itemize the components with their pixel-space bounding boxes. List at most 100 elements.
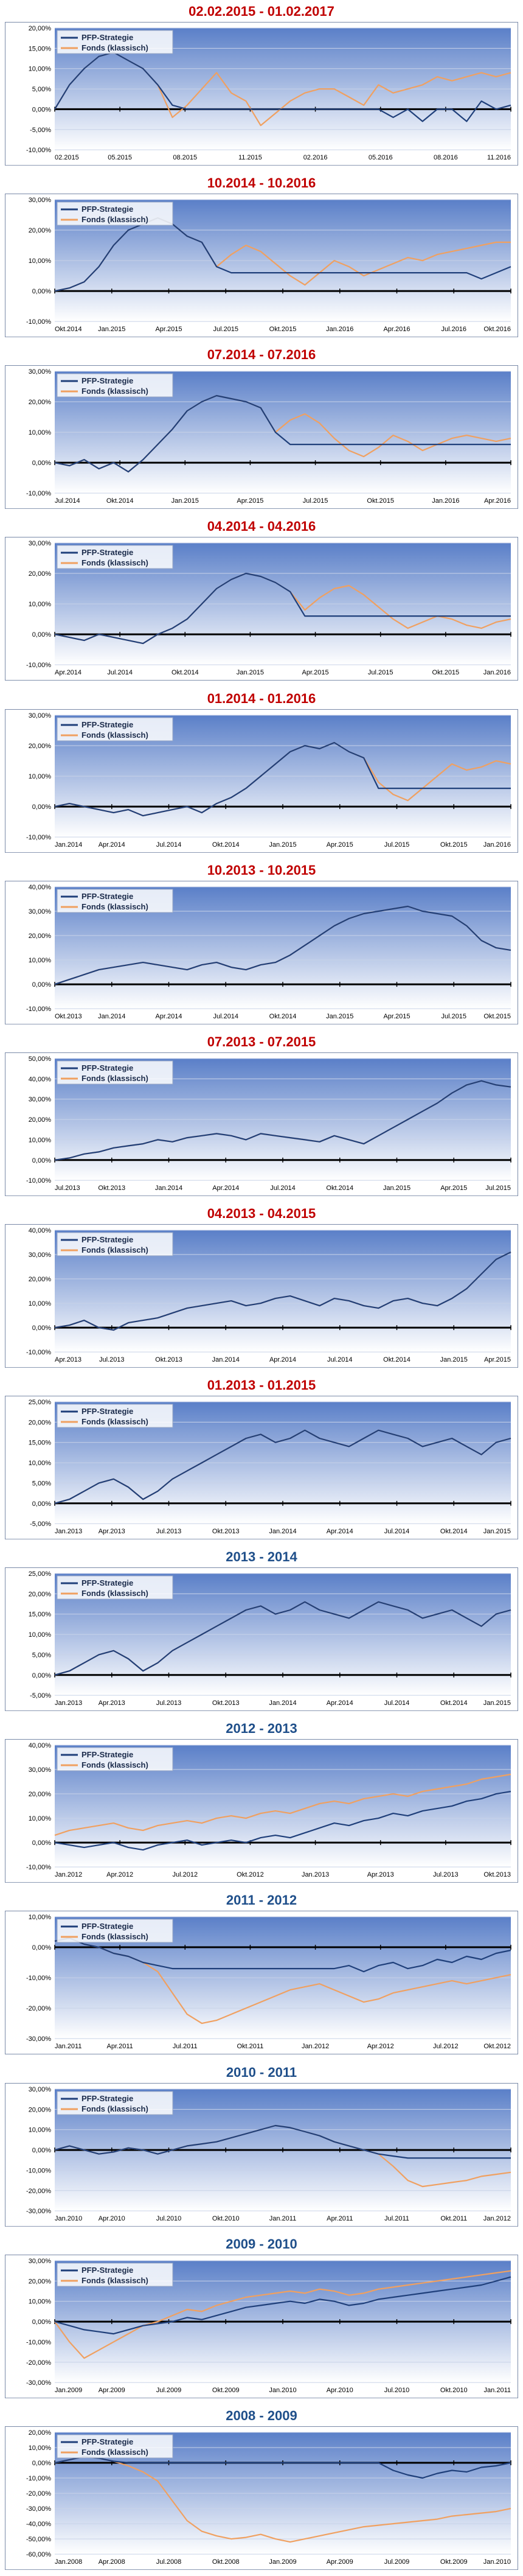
- x-tick-label: Okt.2015: [483, 1013, 511, 1020]
- y-tick-label: -10,00%: [26, 1349, 51, 1356]
- y-tick-label: 5,00%: [32, 1652, 51, 1659]
- x-tick-label: Okt.2014: [326, 1185, 353, 1192]
- legend-label: Fonds (klassisch): [81, 2276, 148, 2285]
- chart-panel: 01.2013 - 01.2015 25,00% 20,00% 15,00% 10,00…: [0, 1374, 523, 1545]
- legend-box: [57, 1060, 173, 1085]
- x-tick-label: Okt.2013: [212, 1699, 240, 1707]
- x-tick-label: Jan.2015: [383, 1185, 410, 1192]
- y-tick-label: -10,00%: [26, 1177, 51, 1185]
- x-tick-label: Okt.2012: [483, 2043, 511, 2051]
- x-tick-label: Jul.2014: [156, 841, 182, 849]
- legend-label: Fonds (klassisch): [81, 902, 148, 911]
- x-tick-label: Jan.2015: [171, 497, 199, 505]
- x-tick-label: Apr.2014: [99, 841, 125, 849]
- legend-label: PFP-Strategie: [81, 720, 133, 729]
- chart-svg: 40,00% 30,00% 20,00% 10,00% 0,00% -10,00% Apr.…: [5, 1223, 518, 1368]
- y-tick-label: 20,00%: [29, 25, 52, 32]
- legend-label: PFP-Strategie: [81, 1063, 133, 1073]
- x-tick-label: Okt.2016: [483, 326, 511, 333]
- y-tick-label: 15,00%: [29, 1440, 52, 1447]
- x-tick-label: Okt.2014: [171, 670, 199, 677]
- x-tick-label: Jan.2013: [55, 1528, 82, 1535]
- x-tick-label: Apr.2013: [99, 1699, 125, 1707]
- y-tick-label: -10,00%: [26, 1006, 51, 1013]
- y-tick-label: 0,00%: [32, 288, 51, 295]
- x-tick-label: Jul.2014: [107, 670, 133, 677]
- x-tick-label: Jan.2013: [302, 1871, 329, 1878]
- legend-box: [57, 1747, 173, 1771]
- x-tick-label: Jan.2014: [55, 841, 82, 849]
- legend-label: PFP-Strategie: [81, 548, 133, 557]
- series-line-1: [54, 1774, 511, 1836]
- x-tick-label: Jan.2014: [212, 1356, 240, 1363]
- x-tick-label: 02.2016: [303, 154, 328, 161]
- y-tick-label: -20,00%: [26, 2006, 51, 2013]
- x-tick-label: Okt.2015: [432, 670, 460, 677]
- legend-label: Fonds (klassisch): [81, 1417, 148, 1426]
- series-line-0: [54, 51, 511, 122]
- y-tick-label: 5,00%: [32, 86, 51, 93]
- y-tick-label: 30,00%: [29, 1251, 52, 1259]
- series-line-0: [54, 573, 511, 645]
- x-tick-label: Jan.2014: [269, 1699, 296, 1707]
- y-tick-label: 30,00%: [29, 197, 52, 204]
- legend-label: Fonds (klassisch): [81, 1932, 148, 1941]
- x-tick-label: Apr.2013: [367, 1871, 394, 1878]
- x-tick-label: Apr.2010: [327, 2387, 353, 2394]
- x-tick-label: Jan.2015: [237, 670, 264, 677]
- x-tick-label: Jul.2015: [384, 841, 410, 849]
- legend-box: [57, 201, 173, 226]
- x-tick-label: Apr.2008: [99, 2558, 125, 2566]
- x-tick-label: Apr.2014: [212, 1185, 239, 1192]
- x-tick-label: Okt.2014: [212, 841, 240, 849]
- x-tick-label: Okt.2013: [212, 1528, 240, 1535]
- x-tick-label: Apr.2013: [99, 1528, 125, 1535]
- x-tick-label: Jan.2014: [269, 1528, 296, 1535]
- y-tick-label: -5,00%: [30, 1521, 51, 1528]
- y-tick-label: 30,00%: [29, 368, 52, 376]
- y-tick-label: 30,00%: [29, 712, 52, 719]
- x-tick-label: Apr.2014: [327, 1528, 353, 1535]
- y-tick-label: 20,00%: [29, 743, 52, 750]
- y-tick-label: 40,00%: [29, 1076, 52, 1083]
- x-tick-label: Okt.2013: [98, 1185, 125, 1192]
- x-tick-label: Jul.2014: [55, 497, 80, 505]
- x-tick-label: Okt.2015: [440, 841, 468, 849]
- y-tick-label: -10,00%: [26, 1975, 51, 1983]
- y-tick-label: 0,00%: [32, 631, 51, 639]
- series-line-0: [54, 1429, 511, 1504]
- chart-title: 10.2013 - 10.2015: [207, 862, 316, 878]
- y-tick-label: 50,00%: [29, 1055, 52, 1063]
- x-tick-label: Jul.2008: [156, 2558, 182, 2566]
- chart-panel: 2012 - 2013 40,00% 30,00% 20,00% 10,00% 0,00%…: [0, 1717, 523, 1889]
- series-line-0: [54, 1080, 511, 1161]
- series-line-0: [54, 2455, 511, 2479]
- y-tick-label: 0,00%: [32, 1325, 51, 1332]
- y-tick-label: 10,00%: [29, 1136, 52, 1144]
- x-tick-label: Okt.2014: [55, 326, 82, 333]
- x-tick-label: Okt.2012: [237, 1871, 264, 1878]
- y-tick-label: 10,00%: [29, 1460, 52, 1467]
- legend-label: Fonds (klassisch): [81, 387, 148, 396]
- series-line-0: [54, 2124, 511, 2159]
- y-tick-label: 10,00%: [29, 957, 52, 964]
- series-line-0: [54, 905, 511, 985]
- chart-svg: 40,00% 30,00% 20,00% 10,00% 0,00% -10,00% Okt.…: [5, 880, 518, 1024]
- y-tick-label: -10,00%: [26, 318, 51, 326]
- y-tick-label: 0,00%: [32, 2147, 51, 2154]
- legend-label: Fonds (klassisch): [81, 2104, 148, 2113]
- chart-panel: 01.2014 - 01.2016 30,00% 20,00% 10,00% 0,00%…: [0, 687, 523, 859]
- y-tick-label: 20,00%: [29, 570, 52, 578]
- x-tick-label: Apr.2016: [383, 326, 410, 333]
- legend-label: Fonds (klassisch): [81, 1074, 148, 1083]
- x-tick-label: Jul.2014: [384, 1528, 410, 1535]
- y-tick-label: 10,00%: [29, 1815, 52, 1822]
- chart-title: 04.2014 - 04.2016: [207, 519, 316, 534]
- x-tick-label: Apr.2015: [327, 841, 353, 849]
